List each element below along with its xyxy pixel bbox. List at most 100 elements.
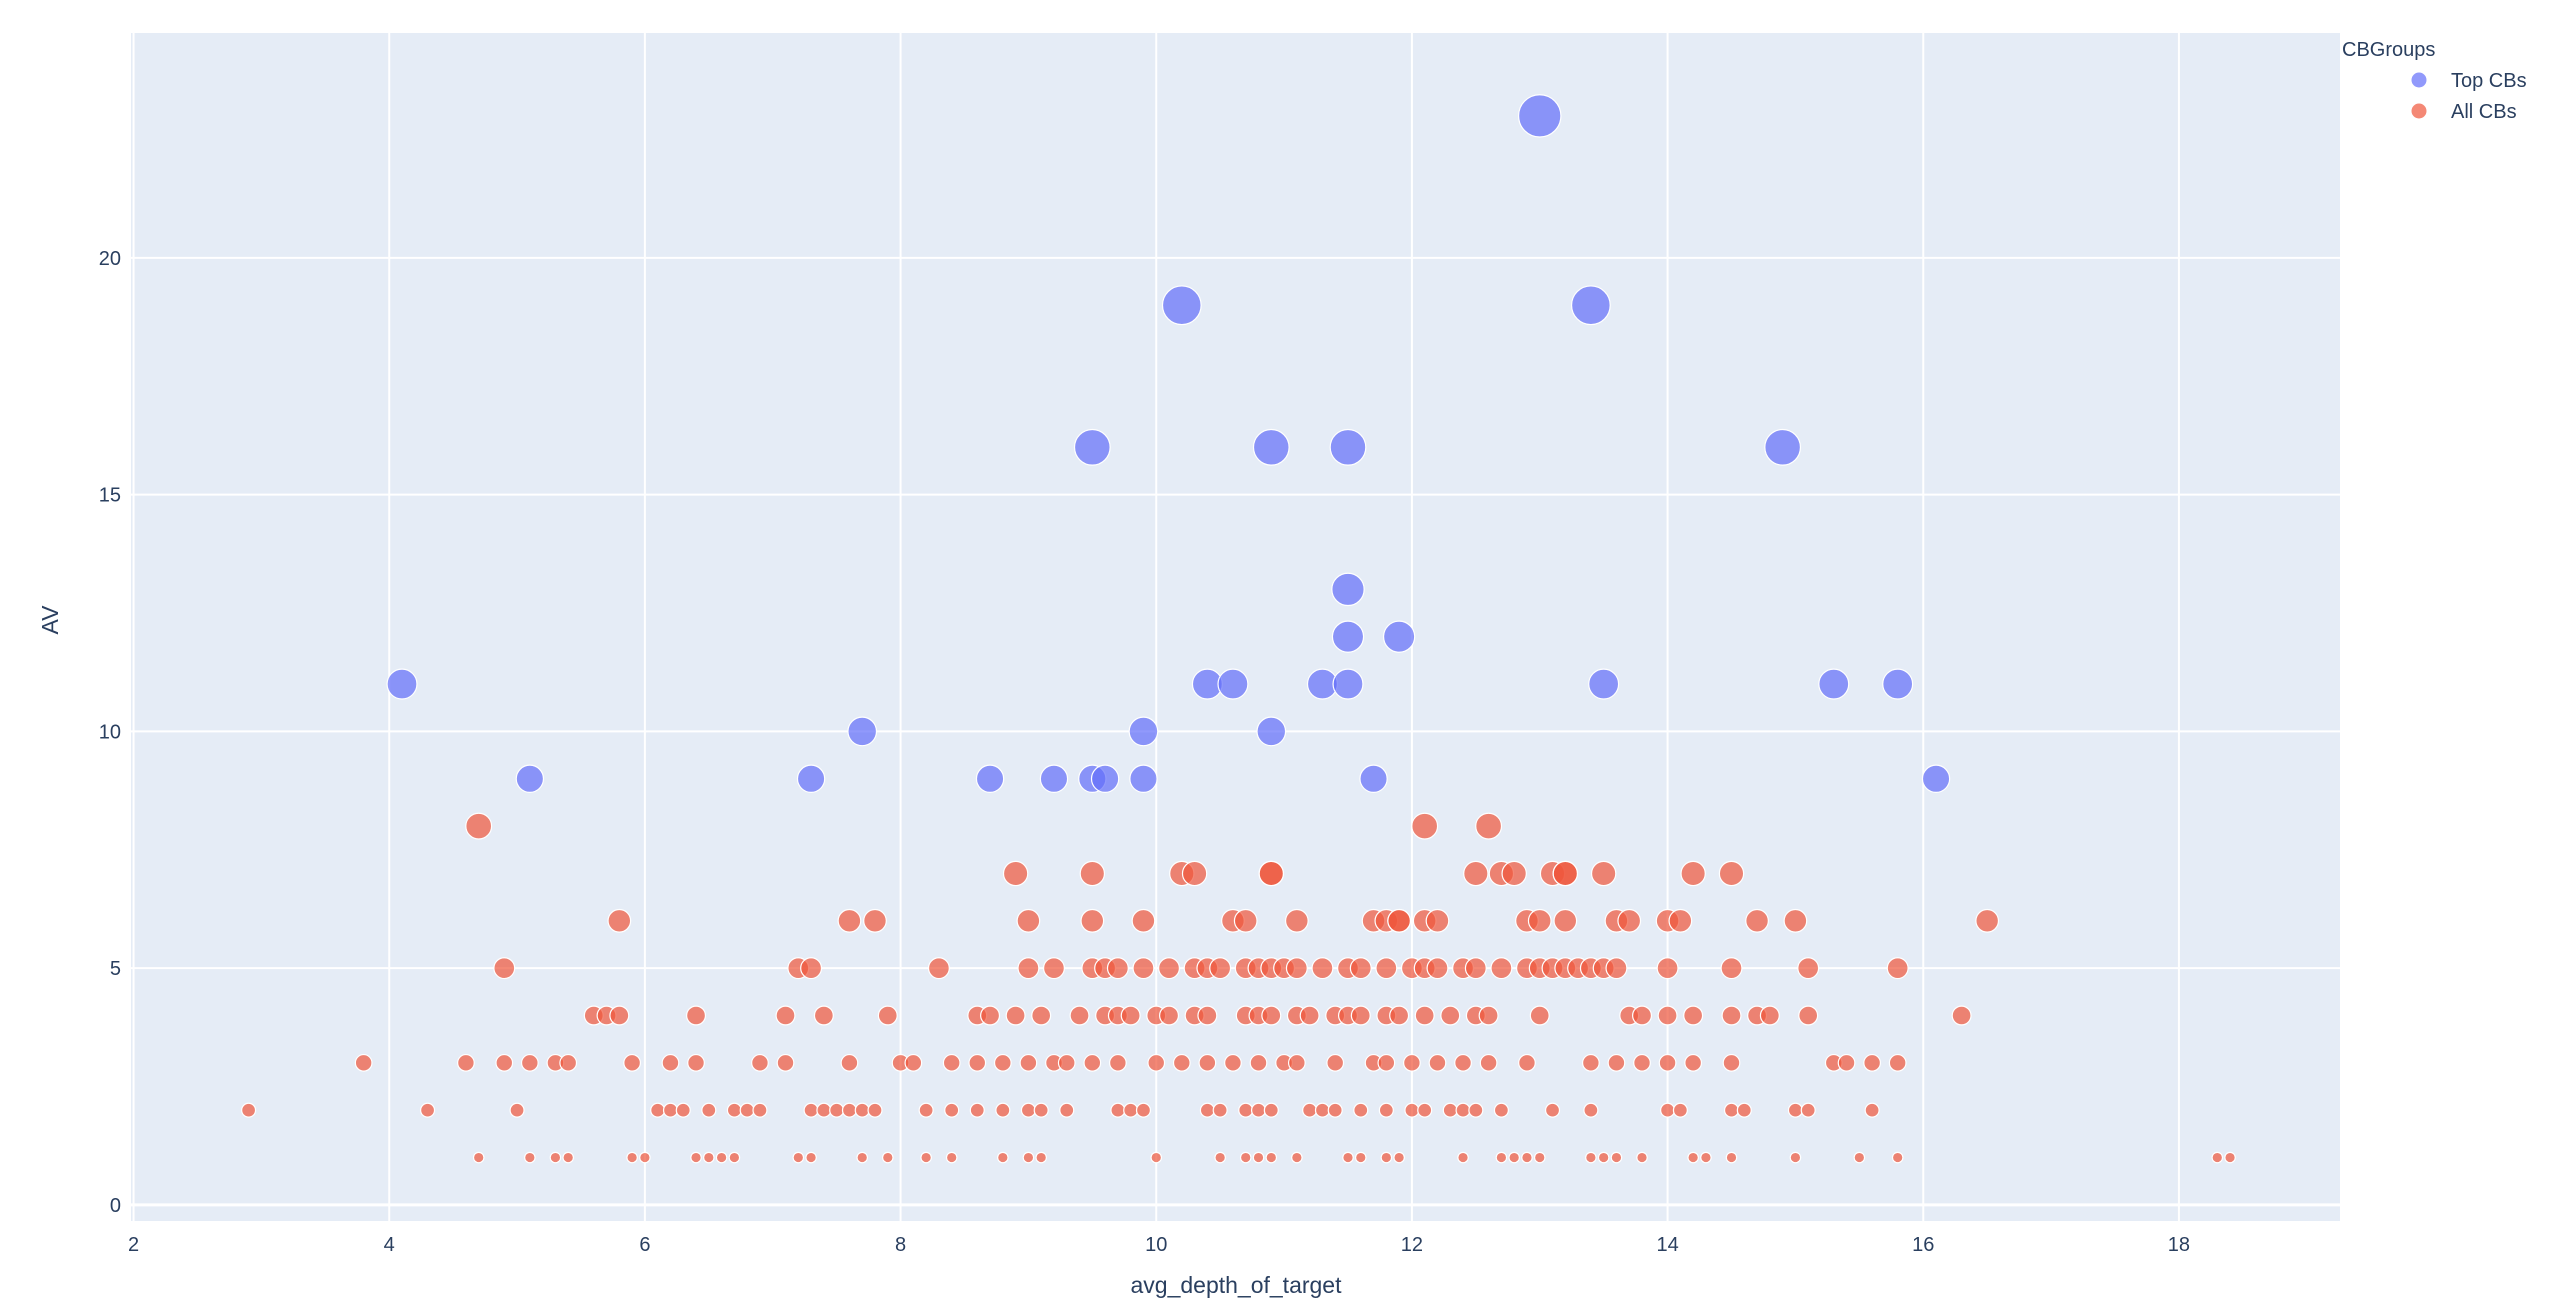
data-point[interactable] — [1426, 957, 1449, 980]
data-point[interactable] — [1552, 860, 1579, 887]
data-point[interactable] — [1527, 908, 1552, 933]
data-point[interactable] — [2224, 1151, 2236, 1164]
data-point[interactable] — [752, 1102, 768, 1118]
data-point[interactable] — [840, 1053, 859, 1072]
data-point[interactable] — [1800, 1102, 1816, 1118]
data-point[interactable] — [1700, 1151, 1712, 1164]
data-point[interactable] — [1380, 1151, 1393, 1164]
data-point[interactable] — [715, 1151, 728, 1164]
data-point[interactable] — [609, 1005, 630, 1026]
data-point[interactable] — [1080, 908, 1105, 933]
data-point[interactable] — [775, 1005, 796, 1026]
data-point[interactable] — [1331, 572, 1365, 607]
data-point[interactable] — [1720, 957, 1743, 980]
data-point[interactable] — [1529, 1005, 1550, 1026]
data-point[interactable] — [1787, 1102, 1803, 1118]
data-point[interactable] — [1249, 1053, 1268, 1072]
data-point[interactable] — [1490, 957, 1513, 980]
data-point[interactable] — [1129, 764, 1158, 793]
data-point[interactable] — [1951, 1005, 1972, 1026]
data-point[interactable] — [1350, 1005, 1371, 1026]
data-point[interactable] — [1633, 1053, 1651, 1072]
data-point[interactable] — [1583, 1102, 1599, 1118]
data-point[interactable] — [1888, 1053, 1907, 1072]
data-point[interactable] — [1680, 860, 1706, 887]
data-point[interactable] — [509, 1102, 525, 1118]
data-point[interactable] — [1636, 1151, 1648, 1164]
data-point[interactable] — [2211, 1151, 2224, 1164]
data-point[interactable] — [1057, 1053, 1076, 1072]
data-point[interactable] — [803, 1102, 819, 1118]
data-point[interactable] — [1217, 668, 1249, 700]
data-point[interactable] — [1687, 1151, 1699, 1164]
data-point[interactable] — [805, 1151, 817, 1164]
data-point[interactable] — [1342, 1151, 1354, 1164]
data-point[interactable] — [1172, 1053, 1191, 1072]
data-point[interactable] — [686, 1005, 707, 1026]
data-point[interactable] — [856, 1151, 869, 1164]
data-point[interactable] — [927, 957, 950, 980]
data-point[interactable] — [1389, 1005, 1410, 1026]
data-point[interactable] — [1493, 1102, 1509, 1118]
data-point[interactable] — [1382, 620, 1416, 653]
data-point[interactable] — [1224, 1053, 1242, 1072]
data-point[interactable] — [1684, 1053, 1703, 1072]
data-point[interactable] — [1090, 764, 1120, 793]
data-point[interactable] — [1428, 1053, 1447, 1072]
data-point[interactable] — [1263, 1102, 1279, 1118]
data-point[interactable] — [472, 1151, 485, 1164]
data-point[interactable] — [1135, 1102, 1151, 1118]
data-point[interactable] — [626, 1151, 638, 1164]
data-point[interactable] — [1518, 94, 1562, 138]
data-point[interactable] — [1147, 1053, 1166, 1072]
data-point[interactable] — [1632, 1005, 1653, 1026]
data-point[interactable] — [1353, 1102, 1369, 1118]
data-point[interactable] — [1518, 1053, 1536, 1072]
data-point[interactable] — [1660, 1102, 1676, 1118]
data-point[interactable] — [1265, 1151, 1278, 1164]
data-point[interactable] — [661, 1053, 680, 1072]
data-point[interactable] — [944, 1102, 960, 1118]
data-point[interactable] — [1387, 908, 1412, 933]
data-point[interactable] — [1570, 285, 1611, 326]
data-point[interactable] — [1853, 1151, 1866, 1164]
data-point[interactable] — [1723, 1102, 1740, 1118]
data-point[interactable] — [1425, 908, 1450, 933]
data-point[interactable] — [1005, 1005, 1026, 1026]
data-point[interactable] — [515, 764, 545, 793]
data-point[interactable] — [1797, 957, 1820, 980]
data-point[interactable] — [1414, 1005, 1435, 1026]
data-point[interactable] — [690, 1151, 702, 1164]
data-point[interactable] — [1863, 1053, 1881, 1072]
data-point[interactable] — [800, 957, 823, 980]
data-point[interactable] — [1359, 764, 1388, 793]
data-point[interactable] — [650, 1102, 666, 1118]
data-point[interactable] — [841, 1102, 857, 1118]
data-point[interactable] — [1759, 1005, 1780, 1026]
data-point[interactable] — [881, 1151, 894, 1164]
data-point[interactable] — [1377, 1053, 1396, 1072]
data-point[interactable] — [1327, 1102, 1343, 1118]
data-point[interactable] — [1212, 1102, 1228, 1118]
data-point[interactable] — [1250, 1102, 1267, 1118]
data-point[interactable] — [1818, 668, 1850, 700]
data-point[interactable] — [1291, 1151, 1303, 1164]
data-point[interactable] — [1214, 1151, 1226, 1164]
data-point[interactable] — [1332, 668, 1364, 700]
data-point[interactable] — [1110, 1102, 1126, 1118]
data-point[interactable] — [1131, 908, 1156, 933]
data-point[interactable] — [1199, 1102, 1215, 1118]
data-point[interactable] — [1083, 1053, 1102, 1072]
data-point[interactable] — [1417, 1102, 1433, 1118]
legend-item-all-cbs[interactable]: All CBs — [2410, 101, 2517, 123]
data-point[interactable] — [1457, 1151, 1469, 1164]
data-point[interactable] — [1238, 1102, 1254, 1118]
data-point[interactable] — [1533, 1151, 1546, 1164]
data-point[interactable] — [1605, 957, 1628, 980]
data-point[interactable] — [1256, 716, 1287, 747]
data-point[interactable] — [1440, 1005, 1461, 1026]
data-point[interactable] — [863, 908, 887, 933]
data-point[interactable] — [942, 1053, 961, 1072]
data-point[interactable] — [1349, 957, 1372, 980]
data-point[interactable] — [1393, 1151, 1405, 1164]
